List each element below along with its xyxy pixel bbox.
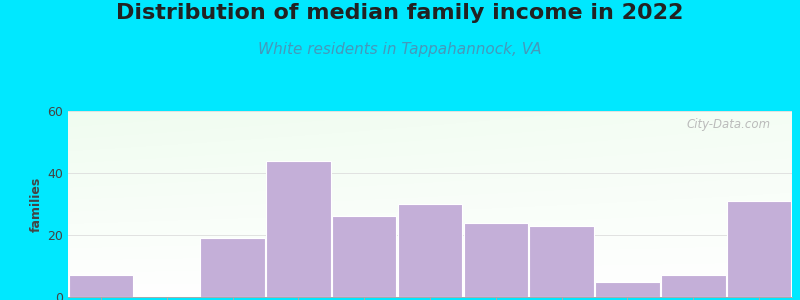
Bar [398,204,462,297]
Bar [463,223,528,297]
Text: Distribution of median family income in 2022: Distribution of median family income in … [116,3,684,23]
Bar [266,160,330,297]
Text: City-Data.com: City-Data.com [686,118,770,131]
Bar [200,238,265,297]
Bar [530,226,594,297]
Bar [69,275,133,297]
Bar [661,275,726,297]
Bar [727,201,791,297]
Bar [595,281,660,297]
Y-axis label: families: families [30,176,43,232]
Text: White residents in Tappahannock, VA: White residents in Tappahannock, VA [258,42,542,57]
Bar [332,216,397,297]
